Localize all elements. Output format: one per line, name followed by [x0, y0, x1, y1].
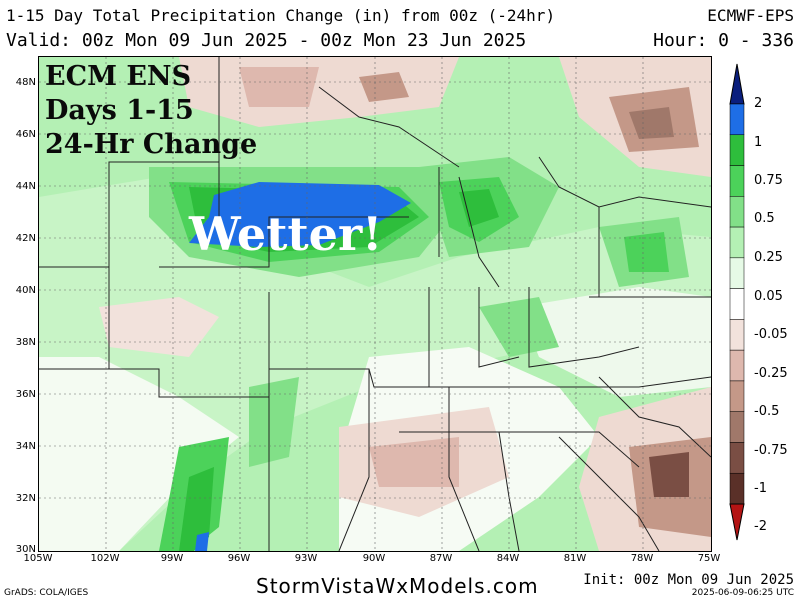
lat-label: 46N	[15, 129, 36, 140]
lon-label: 96W	[227, 553, 251, 564]
chart-title: 1-15 Day Total Precipitation Change (in)…	[6, 6, 556, 25]
legend-color-box	[729, 165, 745, 197]
legend-label: 0.5	[754, 211, 775, 226]
legend-color-box	[729, 442, 745, 474]
legend-label: -2	[754, 519, 767, 534]
lat-label: 30N	[15, 544, 36, 555]
legend-color-box	[729, 226, 745, 259]
lon-label: 105W	[23, 553, 53, 564]
legend-label: 0.05	[754, 289, 783, 304]
legend-color-box	[729, 103, 745, 136]
lat-label: 36N	[15, 389, 36, 400]
legend-color-box	[729, 196, 745, 228]
lon-label: 81W	[563, 553, 587, 564]
legend-color-box	[729, 349, 745, 382]
lon-label: 84W	[496, 553, 520, 564]
legend-label: 1	[754, 135, 763, 150]
lon-label: 93W	[294, 553, 318, 564]
lat-label: 40N	[15, 285, 36, 296]
lon-label: 90W	[362, 553, 386, 564]
legend-label: -0.5	[754, 404, 780, 419]
legend-label: -0.05	[754, 327, 788, 342]
overlay-title-line3: 24-Hr Change	[45, 129, 258, 160]
precipitation-map: ECM ENS Days 1-15 24-Hr Change Wetter!	[38, 56, 712, 552]
overlay-title-line1: ECM ENS	[45, 61, 192, 92]
legend-color-box	[729, 472, 745, 505]
lon-label: 75W	[697, 553, 721, 564]
legend-color-box	[729, 134, 745, 166]
lat-label: 34N	[15, 441, 36, 452]
color-legend	[729, 63, 745, 541]
lon-label: 87W	[429, 553, 453, 564]
forecast-hour-range: Hour: 0 - 336	[653, 30, 794, 51]
init-time: Init: 00z Mon 09 Jun 2025	[583, 572, 794, 588]
legend-color-box	[729, 257, 745, 289]
overlay-title-line2: Days 1-15	[45, 95, 194, 126]
legend-label: 0.25	[754, 250, 783, 265]
legend-label: -1	[754, 481, 767, 496]
grads-credit: GrADS: COLA/IGES	[4, 588, 89, 598]
legend-color-box	[729, 411, 745, 443]
legend-color-box	[729, 288, 745, 320]
legend-arrow-top	[729, 63, 745, 105]
website-credit: StormVistaWxModels.com	[256, 574, 539, 598]
legend-label: 2	[754, 96, 763, 111]
lon-label: 99W	[160, 553, 184, 564]
lat-label: 32N	[15, 493, 36, 504]
lat-label: 38N	[15, 337, 36, 348]
lat-label: 42N	[15, 233, 36, 244]
legend-label: -0.25	[754, 366, 788, 381]
wetter-annotation: Wetter!	[189, 207, 383, 261]
model-name: ECMWF-EPS	[707, 6, 794, 25]
legend-label: -0.75	[754, 443, 788, 458]
lat-label: 44N	[15, 181, 36, 192]
map-canvas	[39, 57, 711, 551]
generated-time: 2025-06-09-06:25 UTC	[691, 588, 794, 598]
lat-label: 48N	[15, 77, 36, 88]
lon-label: 102W	[90, 553, 120, 564]
lon-label: 78W	[630, 553, 654, 564]
legend-color-box	[729, 319, 745, 351]
legend-label: 0.75	[754, 173, 783, 188]
legend-arrow-bottom	[729, 503, 745, 541]
legend-color-box	[729, 380, 745, 412]
valid-period: Valid: 00z Mon 09 Jun 2025 - 00z Mon 23 …	[6, 30, 527, 51]
